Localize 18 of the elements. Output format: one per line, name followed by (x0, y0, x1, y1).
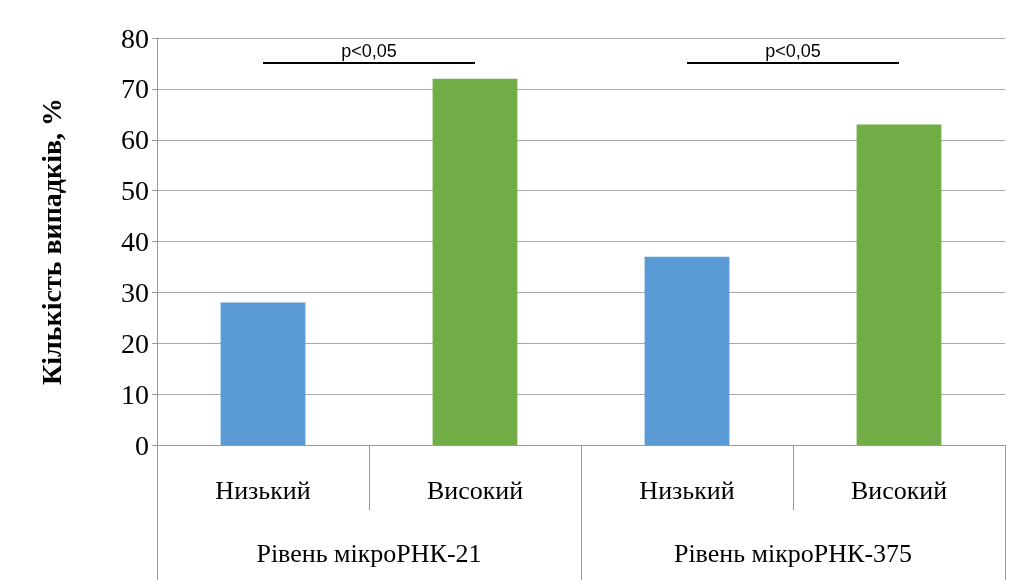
annotation: p<0,05 (341, 41, 397, 62)
y-tick-label: 10 (121, 378, 149, 410)
y-tick-label: 70 (121, 73, 149, 105)
y-tick-label: 40 (121, 226, 149, 257)
x-tick-label: Високий (426, 475, 524, 505)
y-tick-label: 0 (135, 429, 149, 461)
x-tick-label: Високий (850, 475, 948, 505)
text: Рівень мікроРНК-21 (256, 538, 482, 568)
annotation: p<0,05 (765, 41, 821, 62)
x-tick-label: Низький (639, 475, 735, 505)
y-tick-label: 30 (121, 276, 149, 308)
y-tick-label: 20 (121, 327, 149, 359)
y-tick-label: 50 (121, 175, 149, 207)
text: Рівень мікроРНК-375 (673, 538, 913, 568)
y-axis-title: Кількість випадків, % (35, 97, 67, 386)
y-tick-label: 60 (121, 124, 149, 156)
y-tick-label: 80 (121, 22, 149, 54)
x-tick-label: Низький (215, 475, 311, 505)
